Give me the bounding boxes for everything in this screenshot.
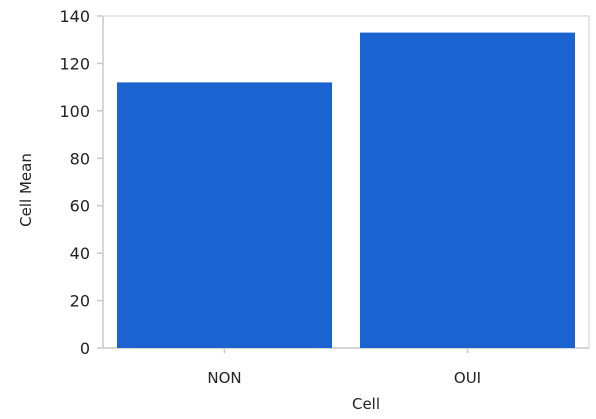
y-tick-label: 40: [70, 244, 90, 263]
y-tick-label: 140: [59, 7, 90, 26]
y-axis-title: Cell Mean: [17, 153, 35, 227]
bar-oui: [360, 32, 575, 348]
x-axis-ticks: NON OUI: [207, 348, 481, 387]
y-tick-label: 60: [70, 197, 90, 216]
y-tick-label: 80: [70, 149, 90, 168]
x-tick-label: OUI: [454, 369, 481, 387]
y-tick-label: 100: [59, 102, 90, 121]
x-tick-label: NON: [207, 369, 241, 387]
y-tick-label: 120: [59, 54, 90, 73]
y-tick-label: 20: [70, 292, 90, 311]
y-axis-ticks: 0 20 40 60 80 100 120 140: [59, 7, 103, 358]
y-tick-label: 0: [80, 339, 90, 358]
x-axis-title: Cell: [352, 395, 380, 413]
bars-group: [117, 32, 575, 349]
bar-non: [117, 82, 332, 349]
